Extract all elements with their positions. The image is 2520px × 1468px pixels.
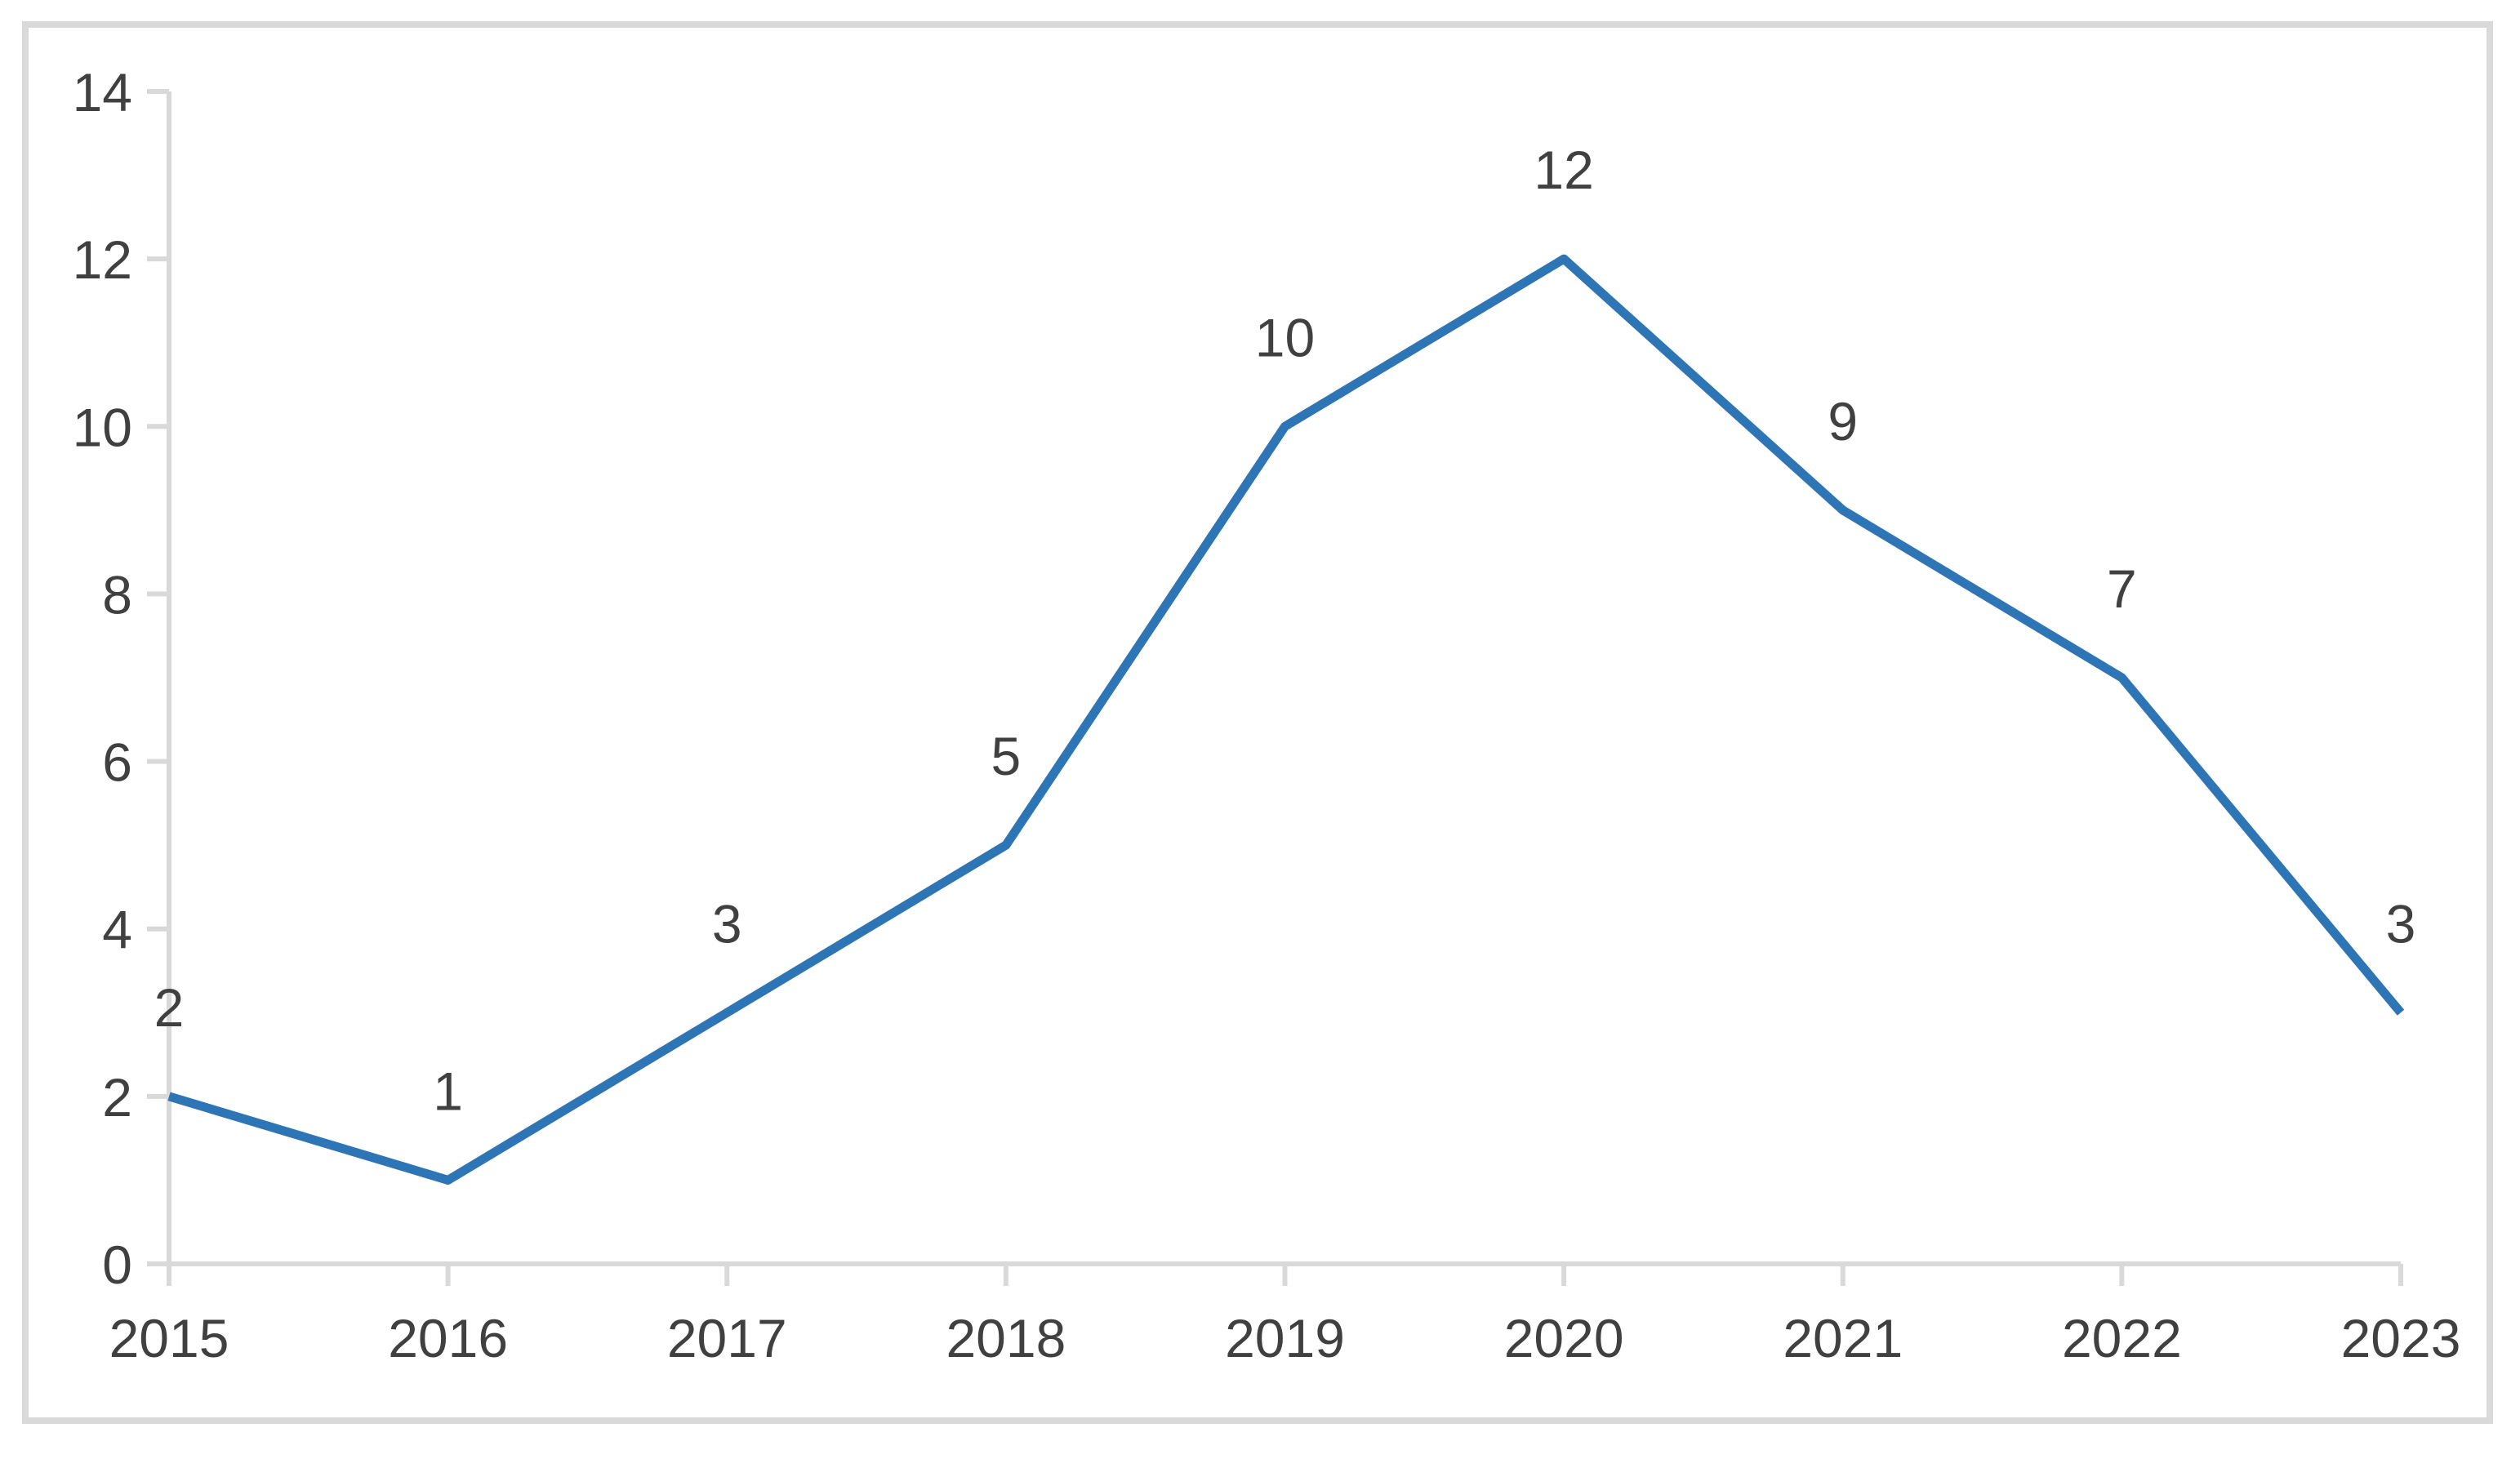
data-label: 12 <box>1534 140 1593 200</box>
data-labels-group: 2 1 3 5 10 12 9 7 3 <box>154 140 2416 1121</box>
x-axis-tick-label: 2022 <box>2062 1308 2182 1368</box>
y-axis-tick-label: 14 <box>73 62 132 122</box>
series-line-group <box>167 254 2405 1185</box>
y-axis-tick-label: 0 <box>102 1234 132 1295</box>
x-axis-tick-label: 2023 <box>2341 1308 2461 1368</box>
data-label: 1 <box>433 1061 463 1121</box>
x-axis-tick-label: 2018 <box>946 1308 1066 1368</box>
y-axis-tick-label: 8 <box>102 564 132 625</box>
y-axis-tick-label: 6 <box>102 732 132 793</box>
x-axis-tick-label: 2020 <box>1504 1308 1624 1368</box>
data-label: 2 <box>154 977 185 1038</box>
x-axis-tick-label: 2016 <box>388 1308 508 1368</box>
y-axis-tick-label: 12 <box>73 229 132 290</box>
x-axis-tick-label: 2019 <box>1225 1308 1345 1368</box>
series-line <box>167 254 2405 1185</box>
data-label: 9 <box>1828 391 1858 452</box>
x-axis-tick-label: 2017 <box>667 1308 787 1368</box>
data-label: 5 <box>991 726 1022 786</box>
y-axis-tick-label: 4 <box>102 900 132 960</box>
data-label: 3 <box>2386 893 2416 954</box>
data-label: 3 <box>712 893 742 954</box>
y-axis-tick-label: 2 <box>102 1067 132 1128</box>
x-axis-tick-label: 2021 <box>1783 1308 1903 1368</box>
data-label: 7 <box>2107 558 2137 619</box>
y-axis-tick-label: 10 <box>73 397 132 457</box>
chart-frame: 0 2 4 6 8 10 12 14 2015 2016 2017 2018 2019 2020 2021 2… <box>22 21 2493 1424</box>
x-axis-tick-label: 2015 <box>109 1308 229 1368</box>
data-label: 10 <box>1255 307 1315 367</box>
